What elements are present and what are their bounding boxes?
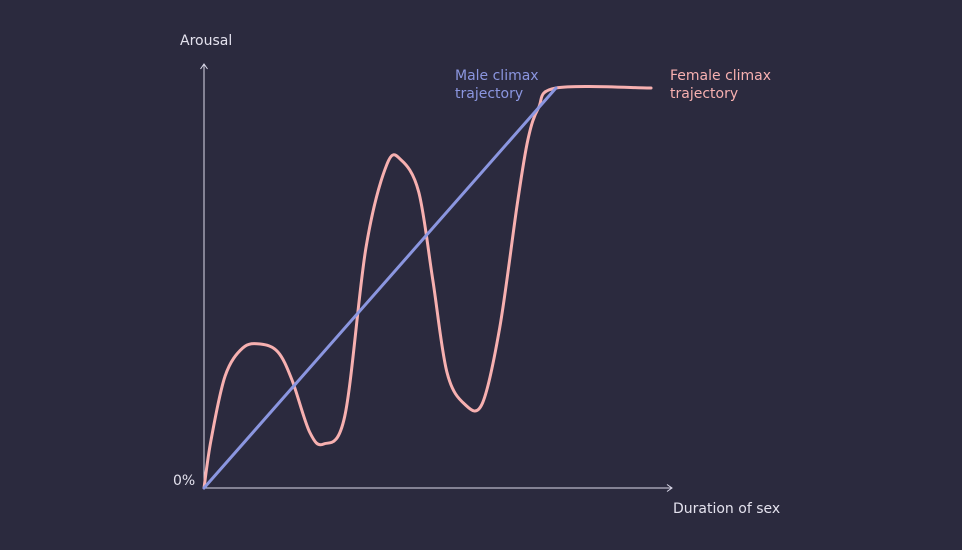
x-axis-arrow	[666, 484, 673, 492]
y-axis-label: Arousal	[180, 33, 233, 49]
series-line-male-climax-trajectory	[202, 86, 558, 490]
origin-tick-label: 0%	[173, 473, 196, 489]
series-label-female-climax-trajectory: Female climax trajectory	[670, 68, 772, 102]
y-axis-arrow	[200, 63, 208, 70]
series-line-female-climax-trajectory	[202, 85, 653, 490]
x-axis-label: Duration of sex	[673, 501, 781, 517]
series-label-male-climax-trajectory: Male climax trajectory	[455, 68, 539, 102]
